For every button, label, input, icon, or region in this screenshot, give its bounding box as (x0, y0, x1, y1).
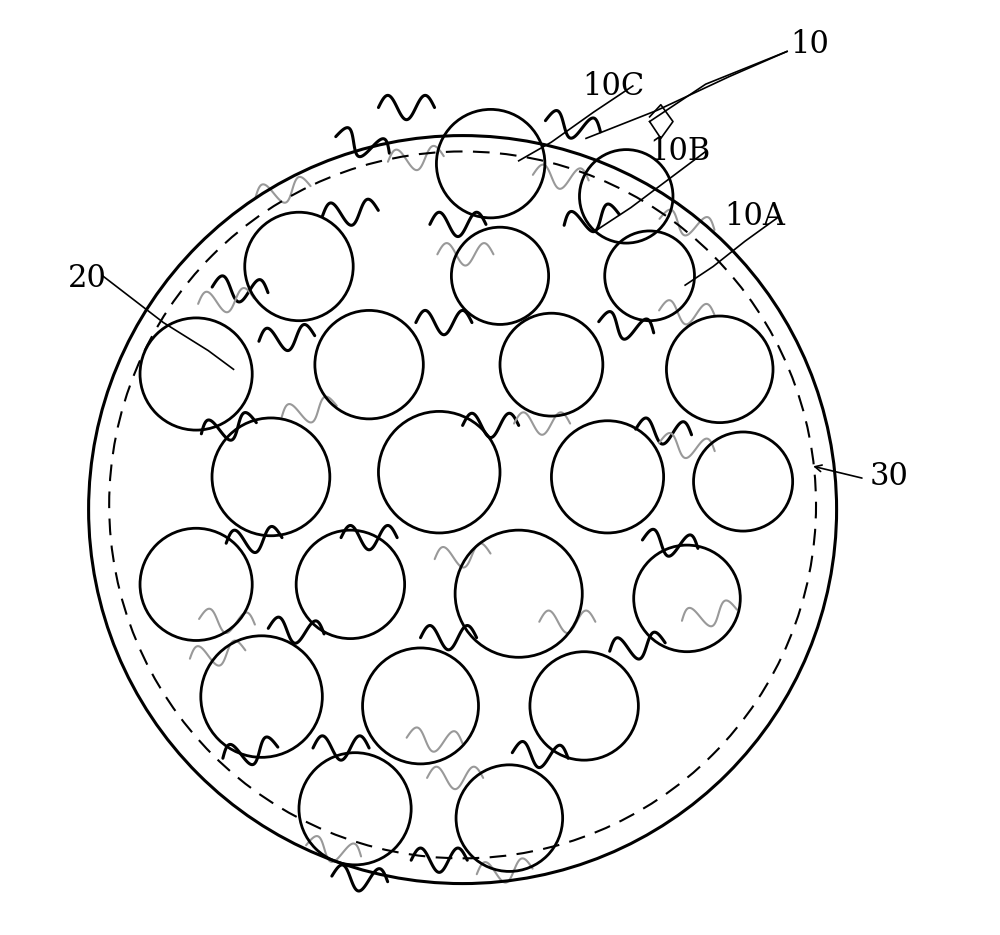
Text: 10C: 10C (582, 70, 645, 102)
Text: 20: 20 (68, 263, 107, 295)
Text: 10B: 10B (650, 136, 711, 167)
Text: 10A: 10A (724, 201, 785, 233)
Text: 30: 30 (869, 461, 908, 493)
Text: 10: 10 (790, 29, 829, 61)
